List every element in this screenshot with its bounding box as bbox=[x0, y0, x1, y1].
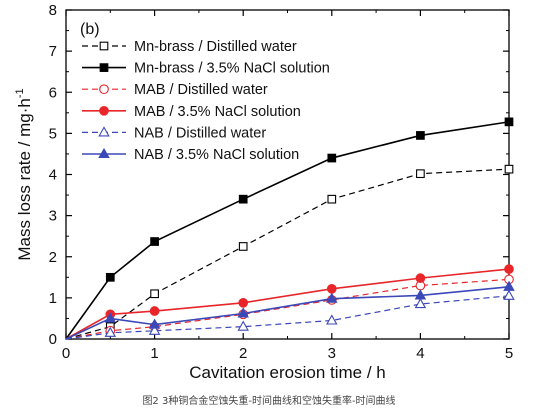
marker-triangle bbox=[503, 280, 515, 291]
marker-square bbox=[238, 242, 248, 251]
marker-triangle bbox=[237, 320, 249, 331]
legend-label: Mn-brass / 3.5% NaCl solution bbox=[134, 61, 330, 77]
figure-caption: 图2 3种铜合金空蚀失重-时间曲线和空蚀失重率-时间曲线 bbox=[142, 396, 396, 407]
marker-circle bbox=[99, 84, 109, 95]
marker-circle bbox=[504, 264, 514, 274]
marker-square bbox=[504, 117, 514, 127]
legend-item: Mn-brass / Distilled water bbox=[82, 39, 297, 55]
marker-circle bbox=[149, 306, 160, 316]
series-3 bbox=[65, 274, 514, 340]
legend-item: NAB / 3.5% NaCl solution bbox=[82, 147, 299, 163]
panel-label: (b) bbox=[80, 21, 100, 38]
marker-triangle bbox=[148, 318, 161, 329]
marker-triangle bbox=[98, 126, 110, 137]
chart: 0 1 2 3 4 5 0 1 2 3 4 5 6 7 8 Cavitation erosion time /… bbox=[14, 2, 515, 382]
series-5 bbox=[65, 289, 515, 340]
marker-circle bbox=[415, 273, 426, 283]
marker-square bbox=[327, 153, 337, 163]
marker-circle bbox=[238, 297, 249, 308]
y-tick-label: 8 bbox=[49, 2, 57, 19]
y-axis-title: Mass loss rate / mg·h-1 bbox=[14, 88, 34, 260]
marker-triangle bbox=[98, 147, 110, 159]
y-tick-label: 4 bbox=[49, 167, 57, 184]
marker-square bbox=[150, 289, 159, 299]
marker-triangle bbox=[237, 307, 249, 318]
x-tick-label: 5 bbox=[505, 345, 513, 362]
marker-square bbox=[150, 237, 159, 246]
marker-square bbox=[99, 41, 109, 51]
x-tick-label: 0 bbox=[62, 345, 70, 362]
y-tick-label: 0 bbox=[49, 331, 57, 348]
marker-square bbox=[99, 63, 109, 72]
marker-triangle bbox=[148, 324, 161, 335]
marker-triangle bbox=[104, 326, 117, 337]
marker-square bbox=[238, 194, 248, 204]
y-tick-label: 6 bbox=[49, 84, 57, 101]
marker-triangle bbox=[414, 297, 427, 309]
marker-triangle bbox=[414, 289, 427, 300]
marker-triangle bbox=[326, 292, 338, 303]
legend-item: NAB / Distilled water bbox=[82, 125, 266, 141]
marker-square bbox=[416, 131, 425, 140]
legend-label: Mn-brass / Distilled water bbox=[134, 39, 297, 55]
marker-triangle bbox=[503, 289, 515, 300]
x-tick-label: 2 bbox=[239, 345, 247, 362]
x-tick-label: 1 bbox=[150, 345, 158, 362]
marker-circle bbox=[326, 283, 337, 294]
series-line bbox=[65, 295, 510, 340]
legend-item: Mn-brass / 3.5% NaCl solution bbox=[82, 61, 330, 77]
x-tick-label: 4 bbox=[416, 345, 424, 362]
series-2 bbox=[65, 117, 514, 340]
y-tick-label: 2 bbox=[49, 249, 57, 266]
marker-square bbox=[327, 194, 337, 204]
legend-label: MAB / 3.5% NaCl solution bbox=[134, 104, 301, 120]
y-tick-label: 7 bbox=[49, 43, 57, 60]
marker-triangle bbox=[326, 314, 338, 325]
marker-triangle bbox=[104, 312, 117, 323]
series-line bbox=[65, 278, 510, 340]
x-axis-title: Cavitation erosion time / h bbox=[189, 363, 386, 382]
legend-item: MAB / Distilled water bbox=[82, 82, 268, 98]
marker-square bbox=[416, 169, 425, 179]
marker-square bbox=[504, 164, 514, 174]
legend-item: MAB / 3.5% NaCl solution bbox=[82, 104, 301, 120]
plot-frame bbox=[65, 9, 510, 340]
y-tick-label: 1 bbox=[49, 290, 57, 307]
marker-square bbox=[105, 272, 115, 282]
legend-label: NAB / Distilled water bbox=[134, 125, 266, 141]
y-axis-title-superscript: -1 bbox=[14, 88, 26, 98]
series-6 bbox=[65, 280, 515, 340]
legend-label: MAB / Distilled water bbox=[134, 82, 268, 98]
series-line bbox=[65, 268, 510, 340]
legend: Mn-brass / Distilled water Mn-brass / 3.5… bbox=[82, 39, 330, 163]
y-tick-label: 3 bbox=[49, 208, 57, 225]
marker-circle bbox=[99, 105, 109, 116]
series-line bbox=[65, 168, 510, 340]
legend-label: NAB / 3.5% NaCl solution bbox=[134, 147, 299, 163]
x-tick-label: 3 bbox=[328, 345, 336, 362]
y-tick-label: 5 bbox=[49, 125, 57, 142]
